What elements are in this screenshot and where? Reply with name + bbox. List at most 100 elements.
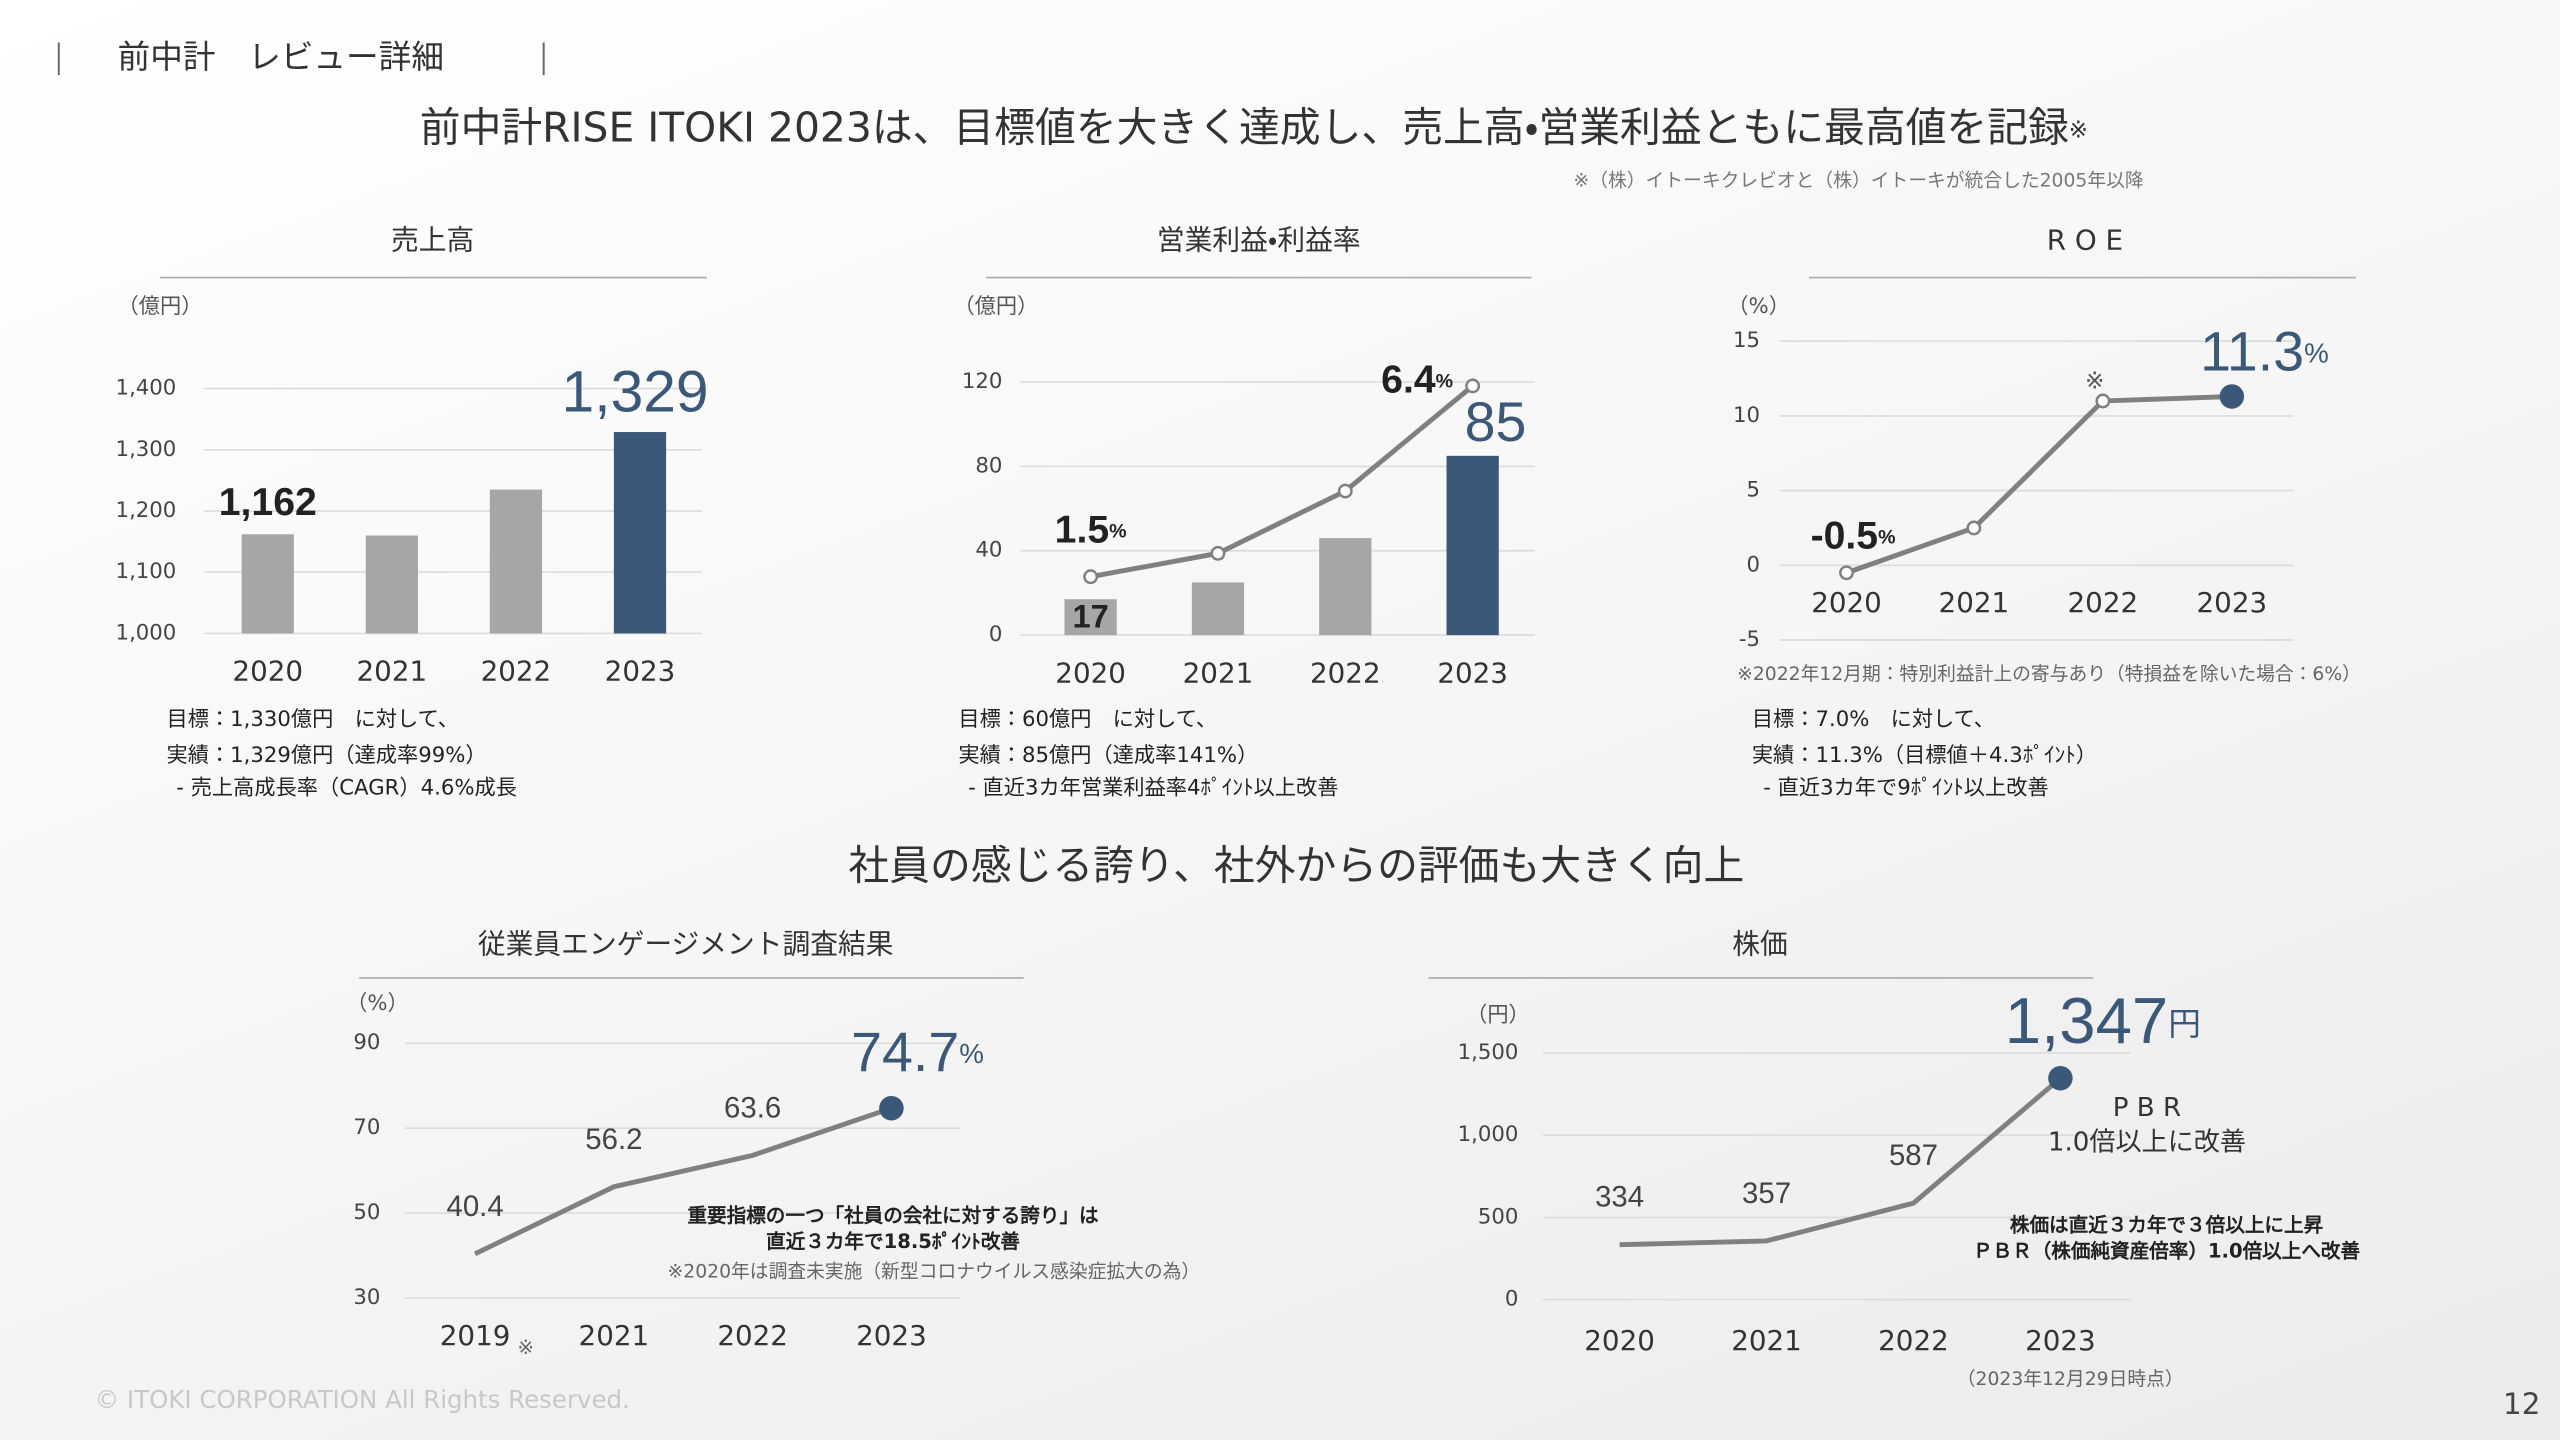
note: 目標：60億円 に対して、 — [958, 707, 1217, 732]
value-label: 357 — [1742, 1177, 1791, 1210]
x-tick-label: 2020 — [232, 655, 303, 688]
x-tick-label: 2023 — [856, 1319, 927, 1352]
note: 実績：11.3%（目標値＋4.3ﾎﾟｲﾝﾄ） — [1752, 743, 2097, 768]
y-tick-label: 80 — [975, 453, 1002, 478]
chart-title: 従業員エンゲージメント調査結果 — [478, 927, 894, 960]
y-tick-label: 0 — [1746, 552, 1760, 577]
y-tick-label: 0 — [1505, 1287, 1519, 1312]
point — [1465, 378, 1481, 394]
unit-label: （%） — [1727, 294, 1790, 319]
note: 実績：85億円（達成率141%） — [958, 743, 1258, 768]
value-label: 1,162 — [219, 481, 317, 524]
y-tick-label: 5 — [1746, 478, 1760, 503]
x-tick-label: 2023 — [605, 655, 676, 688]
headline: 前中計RISE ITOKI 2023は、目標値を大きく達成し、売上高・営業利益と… — [420, 104, 2088, 152]
value-label: 74.7% — [851, 1021, 984, 1083]
bar — [1446, 455, 1499, 636]
x-tick-label: 2021 — [1731, 1324, 1802, 1357]
value-label: 334 — [1595, 1181, 1644, 1214]
y-tick-label: 1,500 — [1458, 1040, 1519, 1065]
annotation: ＰＢＲ（株価純資産倍率）1.0倍以上へ改善 — [1973, 1240, 2360, 1263]
bar — [613, 432, 667, 634]
bar — [1319, 538, 1372, 636]
note: 目標：7.0% に対して、 — [1752, 707, 1995, 732]
line — [1090, 384, 1475, 580]
point — [2095, 393, 2111, 409]
x-tick-label: 2020 — [1055, 656, 1126, 689]
chart-title: R O E — [2047, 224, 2123, 257]
y-tick-label: 30 — [353, 1285, 380, 1310]
bar — [365, 535, 418, 634]
y-tick-label: 10 — [1733, 403, 1760, 428]
value-label: 1.5% — [1055, 509, 1127, 552]
callout: 1.0倍以上に改善 — [2048, 1127, 2246, 1157]
copyright: © ITOKI CORPORATION All Rights Reserved. — [95, 1385, 630, 1414]
y-tick-label: 1,000 — [1458, 1122, 1519, 1147]
unit-label: （億円） — [118, 294, 203, 319]
line — [1845, 394, 2232, 576]
value-label: 56.2 — [585, 1123, 642, 1156]
x-tick-label: 2023 — [2197, 586, 2268, 619]
y-tick-label: 1,400 — [116, 376, 177, 401]
x-tick-label: 2021 — [1939, 586, 2010, 619]
note: - 直近3カ年で9ﾎﾟｲﾝﾄ以上改善 — [1763, 776, 2048, 801]
y-tick-label: 120 — [962, 369, 1003, 394]
headline-note: ※（株）イトーキクレビオと（株）イトーキが統合した2005年以降 — [1574, 170, 2144, 192]
x-tick-label: 2022 — [2068, 586, 2139, 619]
bar — [241, 534, 294, 634]
x-tick-label: 2023 — [2025, 1324, 2096, 1357]
page-number: 12 — [2503, 1387, 2540, 1421]
annotation-mark: ※ — [2085, 369, 2104, 395]
footnote: （2023年12月29日時点） — [1957, 1368, 2184, 1390]
headline-mark: ※ — [2069, 117, 2088, 143]
value-label: 63.6 — [724, 1091, 781, 1124]
value-label: 85 — [1465, 391, 1527, 453]
note: 実績：1,329億円（達成率99%） — [167, 743, 487, 768]
annotation: 株価は直近３カ年で３倍以上に上昇 — [2010, 1214, 2324, 1237]
chart-title: 売上高 — [391, 224, 474, 257]
point — [879, 1095, 904, 1121]
value-label: 6.4% — [1381, 359, 1453, 402]
x-tick-label: 2019 — [440, 1319, 511, 1352]
unit-label: （%） — [346, 991, 409, 1016]
value-label: 11.3% — [2200, 320, 2329, 382]
point — [2048, 1065, 2073, 1091]
bar — [1064, 599, 1117, 636]
point — [2219, 384, 2245, 409]
value-label: -0.5% — [1811, 515, 1896, 558]
point — [1083, 569, 1099, 585]
x-tick-label: 2023 — [1437, 656, 1508, 689]
x-tick-label: 2021 — [357, 655, 428, 688]
footnote: ※2022年12月期：特別利益計上の寄与あり（特損益を除いた場合：6%） — [1737, 663, 2361, 685]
x-tick-label: 2021 — [1183, 656, 1254, 689]
annotation: 重要指標の一つ「社員の会社に対する誇り」は — [687, 1204, 1099, 1227]
point — [1210, 545, 1226, 561]
unit-label: （円） — [1466, 1003, 1530, 1028]
line — [474, 1105, 893, 1257]
x-tick-label: 2022 — [717, 1319, 788, 1352]
headline: 社員の感じる誇り、社外からの評価も大きく向上 — [848, 842, 1744, 890]
value-label: 40.4 — [447, 1190, 504, 1223]
y-tick-label: 90 — [353, 1030, 380, 1055]
y-tick-label: 1,200 — [116, 498, 177, 523]
y-tick-label: 15 — [1733, 328, 1760, 353]
chart-title: 営業利益・利益率 — [1157, 224, 1361, 257]
x-tick-label: 2022 — [1310, 656, 1381, 689]
bar — [489, 489, 543, 634]
value-label: 17 — [1072, 597, 1108, 634]
y-tick-label: 0 — [989, 622, 1003, 647]
bar — [1191, 582, 1245, 636]
header: 前中計 レビュー詳細 — [118, 38, 444, 76]
note: - 直近3カ年営業利益率4ﾎﾟｲﾝﾄ以上改善 — [968, 776, 1338, 801]
x-tick-label: 2022 — [481, 655, 552, 688]
note: - 売上高成長率（CAGR）4.6%成長 — [176, 776, 517, 801]
x-tick-label: 2020 — [1811, 586, 1882, 619]
chart-title: 株価 — [1732, 927, 1788, 960]
y-tick-label: 1,100 — [116, 559, 177, 584]
unit-label: （億円） — [953, 294, 1038, 319]
y-tick-label: 1,000 — [116, 620, 177, 645]
value-label: 587 — [1889, 1139, 1938, 1172]
headline-text: 前中計RISE ITOKI 2023は、目標値を大きく達成し、売上高・営業利益と… — [420, 104, 2069, 152]
callout: P B R — [2113, 1093, 2181, 1123]
